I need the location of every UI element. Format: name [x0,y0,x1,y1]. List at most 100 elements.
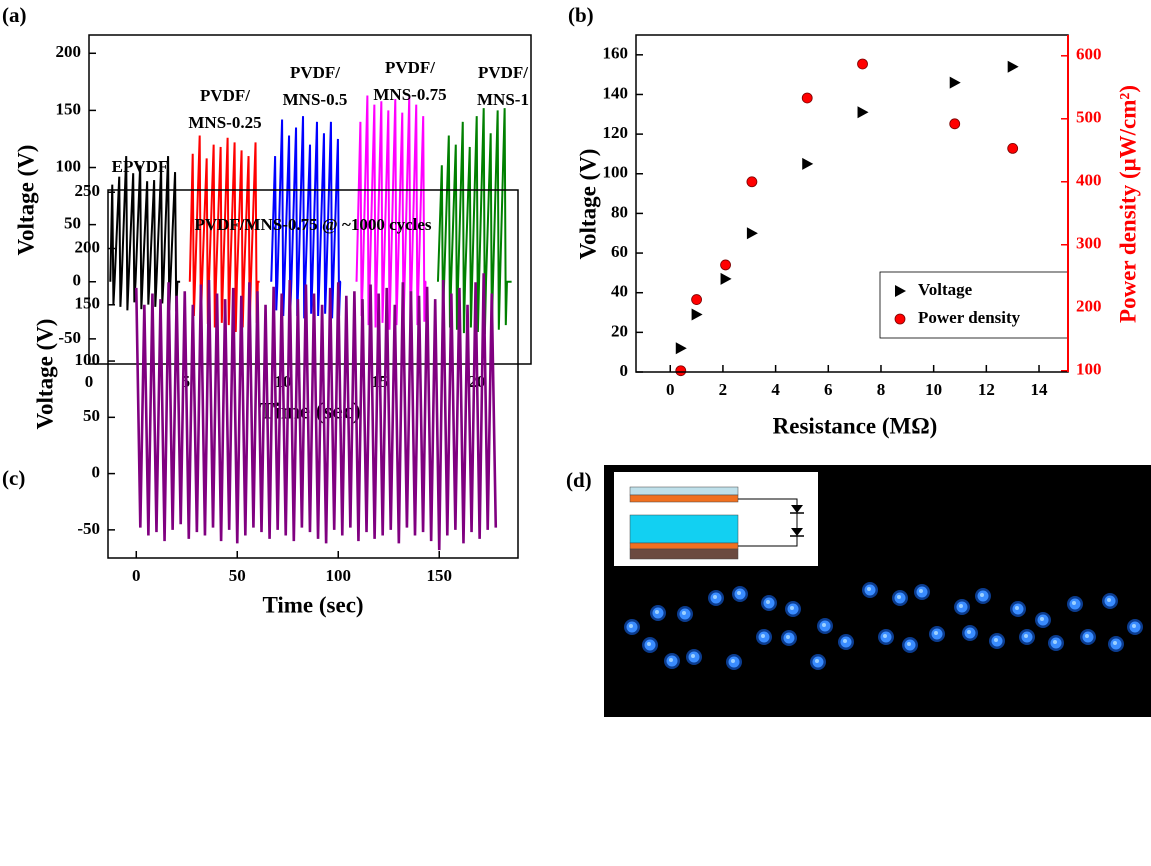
series-label: MNS-0.75 [373,85,446,104]
led-core [1040,617,1044,621]
led-core [731,659,735,663]
photo-panel [604,465,1151,717]
point [949,76,961,89]
y-axis-label: Voltage (V) [32,319,57,430]
series-label: MNS-1 [477,90,529,109]
led-core [907,642,911,646]
point [857,106,869,119]
x-axis-label: Resistance (MΩ) [773,413,938,438]
y2-tick-label: 500 [1076,108,1102,127]
y-tick-label: 20 [611,321,628,340]
y-axis-label: Voltage (V) [13,145,38,256]
panel-label: (d) [566,468,592,492]
led-core [766,600,770,604]
x-tick-label: 12 [978,380,995,399]
led-core [790,606,794,610]
y2-axis-label: Power density (μW/cm²) [1115,85,1140,323]
led-core [919,589,923,593]
y2-tick-label: 400 [1076,171,1102,190]
led-core [867,587,871,591]
x-tick-label: 10 [925,380,942,399]
layer [629,548,739,560]
y-tick-label: 80 [611,202,628,221]
y2-tick-label: 200 [1076,297,1102,316]
y-tick-label: 0 [92,463,101,482]
x-tick-label: 2 [719,380,728,399]
led-core [843,639,847,643]
led-core [629,624,633,628]
series-label: PVDF/ [478,63,528,82]
y-tick-label: 100 [603,163,629,182]
legend-label: Voltage [918,280,973,299]
series-line [270,116,342,319]
point [720,272,732,285]
y-tick-label: 100 [56,156,82,175]
series-label: MNS-0.25 [188,113,261,132]
layer [629,494,739,503]
led-core [1107,598,1111,602]
y-tick-label: 150 [75,294,101,313]
y-tick-label: 200 [56,42,82,61]
led-core [1132,624,1136,628]
led-symbol [790,512,804,537]
series-label: PVDF/ [200,86,250,105]
layer [629,486,739,496]
y-tick-label: 160 [603,44,629,63]
x-tick-label: 0 [85,372,94,391]
led-core [934,631,938,635]
point [1007,60,1019,73]
led-core [1015,606,1019,610]
x-tick-label: 150 [426,566,452,585]
point [691,294,702,305]
series-label: EPVDF [112,157,169,176]
point [675,365,687,377]
x-tick-label: 50 [229,566,246,585]
led-core [761,634,765,638]
y-tick-label: 150 [56,99,82,118]
led-core [1072,601,1076,605]
y-axis-label: Voltage (V) [575,149,600,260]
led-core [647,642,651,646]
point [857,58,868,70]
x-tick-label: 4 [771,380,780,399]
y-tick-label: -50 [58,328,81,347]
layer [629,542,739,550]
legend-label: Power density [918,308,1021,327]
point [746,176,758,188]
led-core [669,658,673,662]
x-tick-label: 0 [666,380,675,399]
panel-label: (c) [2,466,25,490]
point [802,157,814,170]
y-tick-label: 40 [611,282,628,301]
legend-marker [894,313,906,325]
x-tick-label: 6 [824,380,833,399]
layer [629,514,739,544]
led-core [897,595,901,599]
x-tick-label: 8 [877,380,886,399]
y-tick-label: 250 [75,181,101,200]
series-label: PVDF/ [290,63,340,82]
led-core [1024,634,1028,638]
led-core [822,623,826,627]
led-core [959,604,963,608]
series-label: MNS-0.5 [283,90,348,109]
led-core [1053,640,1057,644]
y-tick-label: -50 [77,519,100,538]
x-tick-label: 100 [325,566,351,585]
y-tick-label: 0 [620,361,629,380]
x-tick-label: 14 [1031,380,1049,399]
point [1007,142,1019,154]
y-tick-label: 50 [83,406,100,425]
y-tick-label: 0 [73,271,82,290]
led-core [1085,634,1089,638]
point [801,92,813,104]
led-core [691,654,695,658]
y-tick-label: 100 [75,350,101,369]
led-core [682,611,686,615]
x-axis-label: Time (sec) [262,592,363,617]
y2-tick-label: 300 [1076,234,1102,253]
led-core [786,635,790,639]
y2-tick-label: 600 [1076,45,1102,64]
legend [879,271,1069,339]
